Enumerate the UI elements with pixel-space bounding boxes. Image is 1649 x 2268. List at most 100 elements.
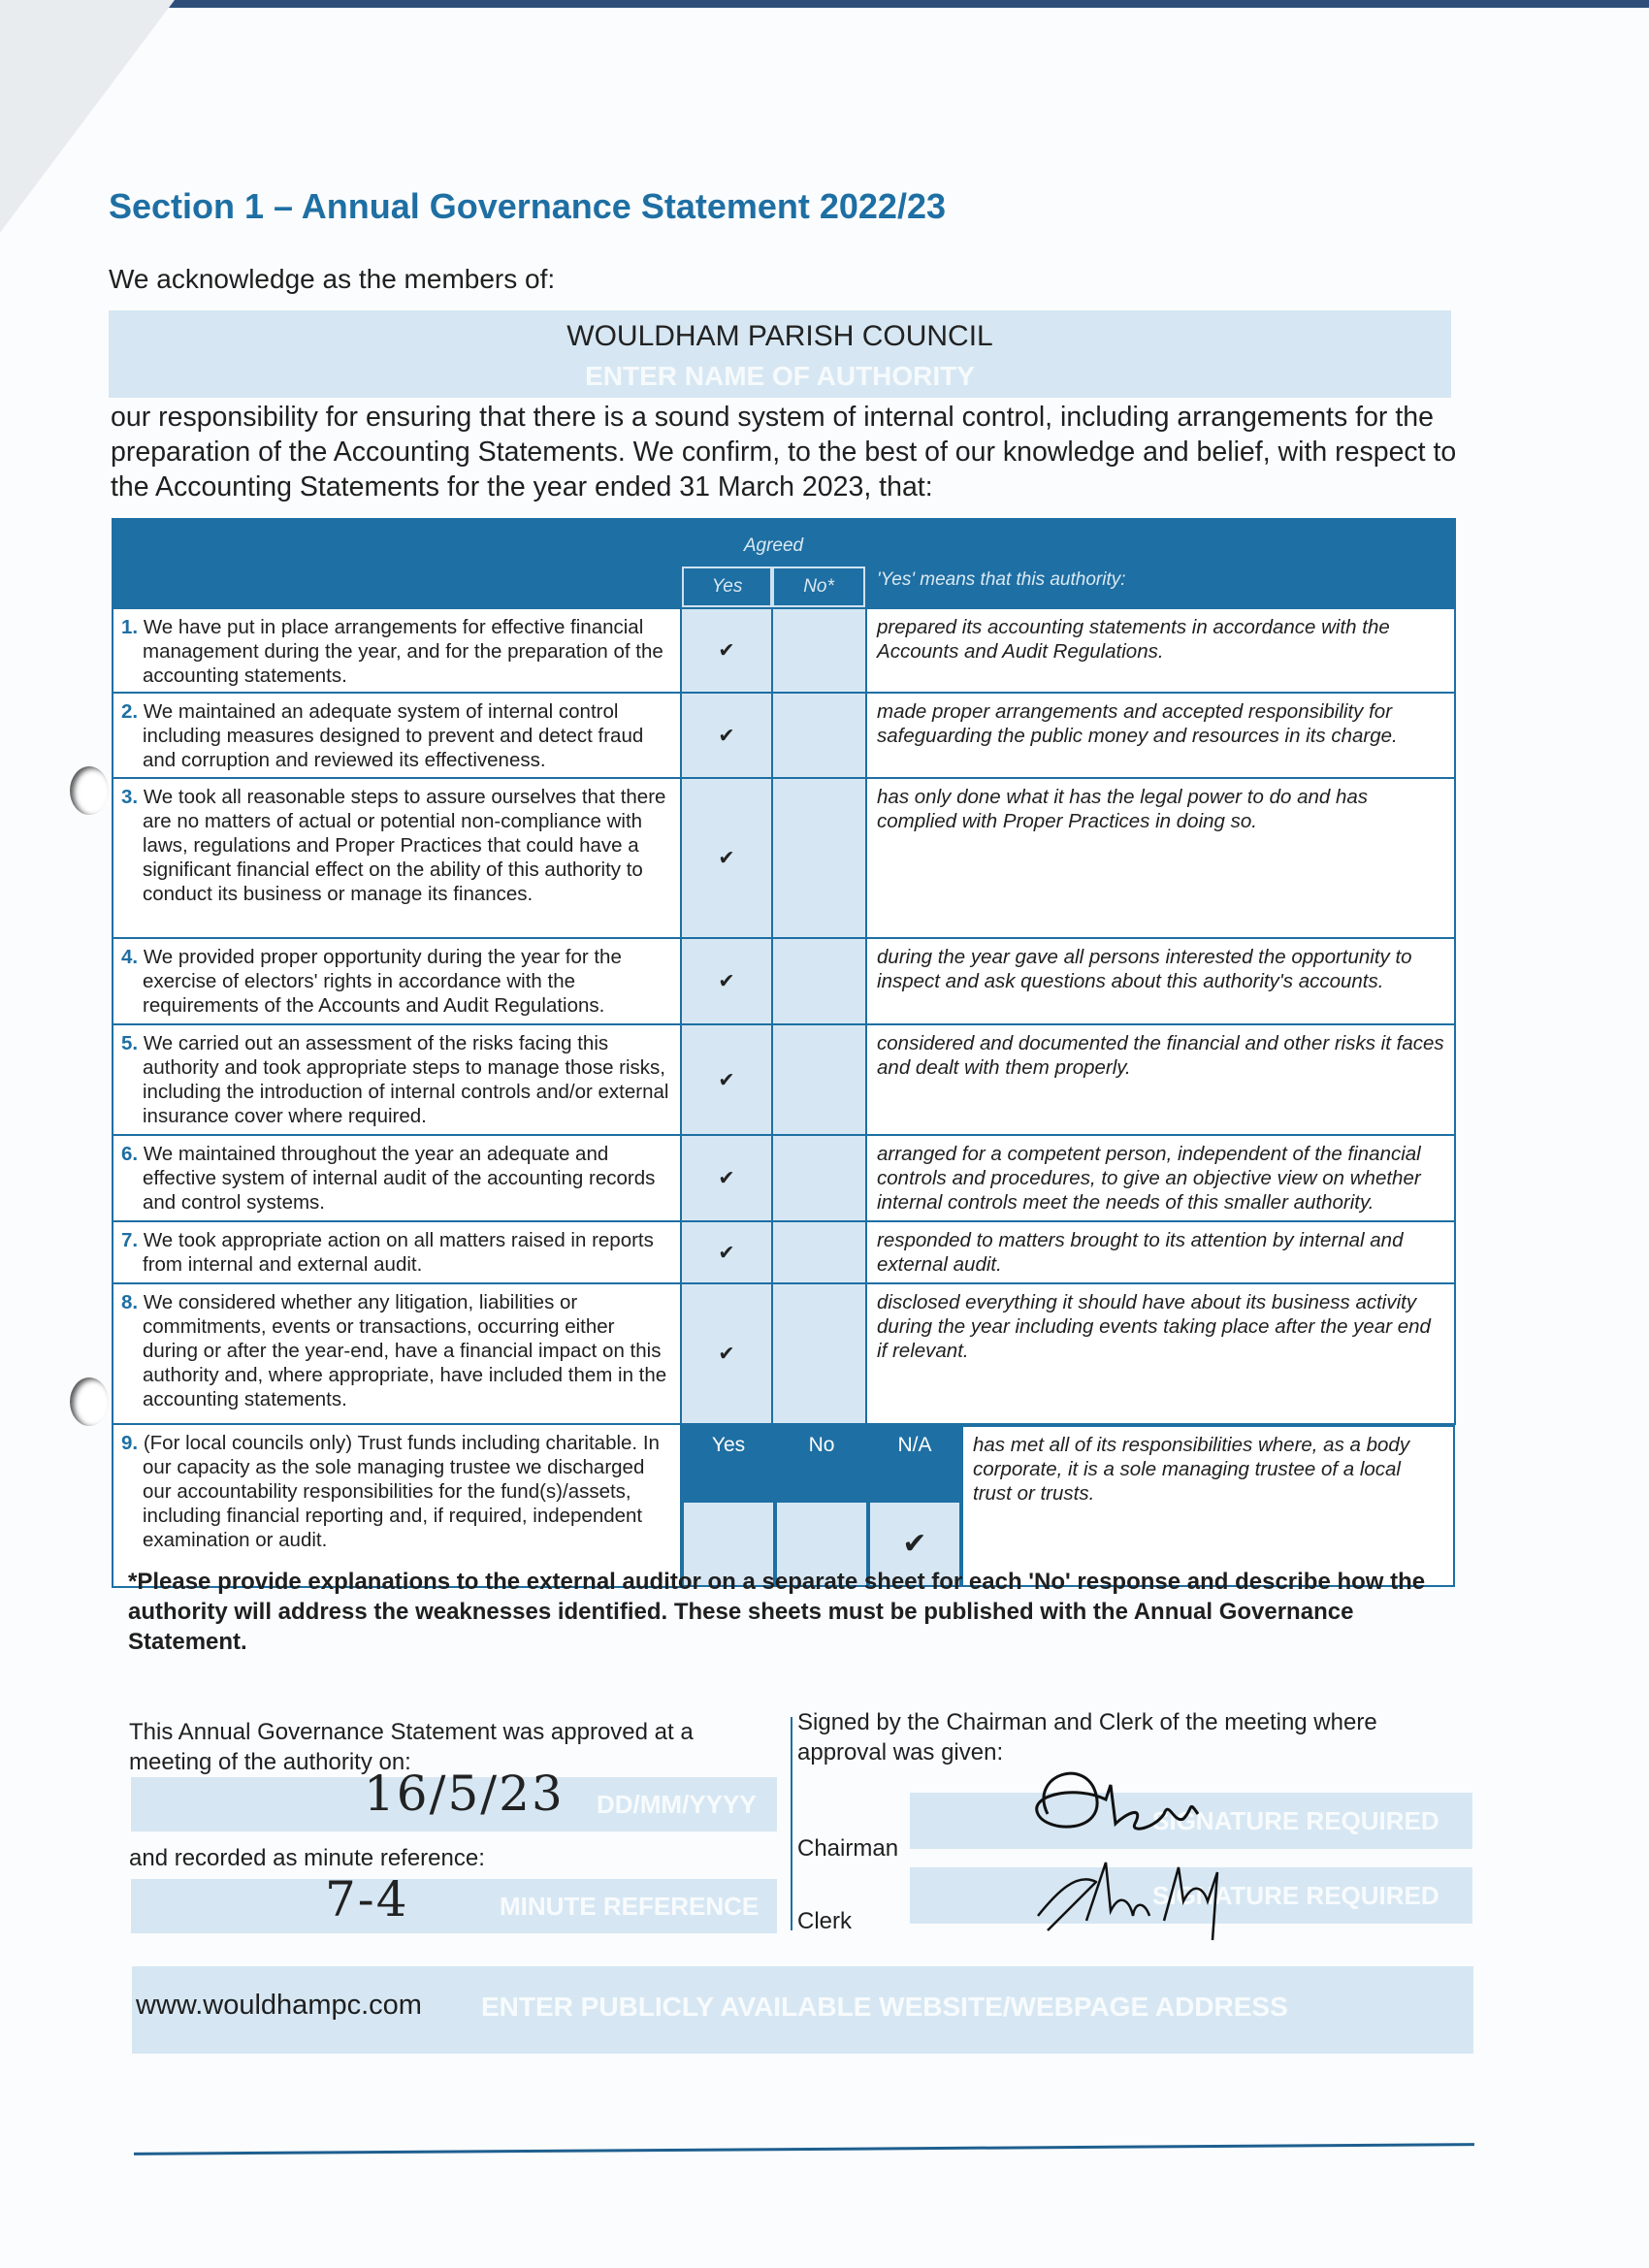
no-header: No* (772, 567, 866, 607)
row9-no-header: No (775, 1425, 868, 1501)
punch-hole (70, 1377, 109, 1426)
table-row: 5. We carried out an assessment of the r… (112, 1023, 1457, 1136)
intro-paragraph: our responsibility for ensuring that the… (111, 402, 1457, 502)
description: responded to matters brought to its atte… (865, 1220, 1457, 1284)
yes-box[interactable]: ✔ (680, 1282, 773, 1425)
statement-text: We have put in place arrangements for ef… (143, 616, 663, 687)
statement-number: 7. (121, 1229, 139, 1251)
checkmark-icon: ✔ (718, 1167, 735, 1189)
statement-text: (For local councils only) Trust funds in… (143, 1432, 660, 1551)
yes-box[interactable]: ✔ (680, 1134, 773, 1222)
no-box[interactable] (770, 692, 868, 779)
authority-placeholder: ENTER NAME OF AUTHORITY (585, 361, 975, 391)
yes-box[interactable]: ✔ (680, 1023, 773, 1136)
no-box[interactable] (770, 937, 868, 1025)
row9-yes-header: Yes (682, 1425, 775, 1501)
minute-reference-field[interactable]: 7-4 MINUTE REFERENCE (131, 1871, 777, 1933)
footnote: *Please provide explanations to the exte… (128, 1569, 1426, 1655)
row9-no-box[interactable] (775, 1501, 868, 1587)
statement-number: 8. (121, 1291, 139, 1313)
signature-placeholder: SIGNATURE REQUIRED (1152, 1881, 1439, 1910)
folded-corner (0, 0, 175, 233)
minute-label: and recorded as minute reference: (129, 1845, 485, 1871)
statement: 3. We took all reasonable steps to assur… (112, 777, 682, 939)
checkmark-icon: ✔ (718, 970, 735, 992)
approved-label: This Annual Governance Statement was app… (129, 1719, 694, 1775)
date-field[interactable]: 16/5/23 DD/MM/YYYY (131, 1766, 777, 1831)
acknowledge-text: We acknowledge as the members of: (109, 264, 556, 294)
description: during the year gave all persons interes… (865, 937, 1457, 1025)
clerk-signature-field[interactable]: SIGNATURE REQUIRED (910, 1867, 1472, 1924)
yes-box[interactable]: ✔ (680, 692, 773, 779)
website-field[interactable]: www.wouldhampc.com ENTER PUBLICLY AVAILA… (132, 1966, 1473, 2054)
description: made proper arrangements and accepted re… (865, 692, 1457, 779)
row9-yes-box[interactable] (682, 1501, 775, 1587)
statement-number: 3. (121, 786, 139, 808)
no-box[interactable] (770, 1282, 868, 1425)
checkmark-icon: ✔ (718, 724, 735, 747)
table-row: 4. We provided proper opportunity during… (112, 937, 1457, 1025)
no-box[interactable] (770, 1134, 868, 1222)
no-box[interactable] (770, 1220, 868, 1284)
minute-reference: 7-4 (325, 1871, 409, 1928)
no-box[interactable] (770, 1023, 868, 1136)
statement-text: We provided proper opportunity during th… (143, 946, 622, 1017)
statement-text: We took appropriate action on all matter… (143, 1229, 654, 1276)
governance-table: Agreed Yes No* 'Yes' means that this aut… (112, 518, 1457, 1588)
row9-na-header: N/A (868, 1425, 961, 1501)
yes-box[interactable]: ✔ (680, 607, 773, 694)
clerk-signature (1037, 1862, 1219, 1941)
header-blank (112, 518, 682, 609)
statement-number: 1. (121, 616, 139, 638)
yes-box[interactable]: ✔ (680, 937, 773, 1025)
footer-rule (134, 2143, 1474, 2155)
chairman-label: Chairman (797, 1835, 899, 1862)
authority-name: WOULDHAM PARISH COUNCIL (566, 320, 993, 352)
statement-number: 2. (121, 700, 139, 723)
statement-number: 4. (121, 946, 139, 968)
statement-9: 9. (For local councils only) Trust funds… (112, 1423, 682, 1588)
row9-description: has met all of its responsibilities wher… (961, 1425, 1456, 1587)
yes-box[interactable]: ✔ (680, 777, 773, 939)
signature-placeholder: SIGNATURE REQUIRED (1152, 1806, 1439, 1835)
statement-text: We carried out an assessment of the risk… (143, 1032, 669, 1127)
checkmark-icon: ✔ (718, 1343, 735, 1365)
approval-date: 16/5/23 (364, 1766, 565, 1822)
punch-hole (70, 766, 109, 815)
description: prepared its accounting statements in ac… (865, 607, 1457, 694)
yes-header: Yes (682, 567, 773, 607)
row9-na-box[interactable]: ✔ (868, 1501, 961, 1587)
statement: 7. We took appropriate action on all mat… (112, 1220, 682, 1284)
agreed-label: Agreed (743, 535, 804, 556)
checkmark-icon: ✔ (718, 639, 735, 662)
table-row: 1. We have put in place arrangements for… (112, 607, 1457, 694)
table-row: 3. We took all reasonable steps to assur… (112, 777, 1457, 939)
chairman-signature (1035, 1771, 1200, 1831)
statement: 2. We maintained an adequate system of i… (112, 692, 682, 779)
checkmark-icon: ✔ (902, 1528, 927, 1560)
statement-text: We maintained an adequate system of inte… (143, 700, 644, 771)
table-row: 7. We took appropriate action on all mat… (112, 1220, 1457, 1284)
table-header: Agreed Yes No* 'Yes' means that this aut… (112, 518, 1457, 609)
description: considered and documented the financial … (865, 1023, 1457, 1136)
checkmark-icon: ✔ (718, 847, 735, 869)
no-box[interactable] (770, 607, 868, 694)
authority-name-field[interactable]: ENTER NAME OF AUTHORITY WOULDHAM PARISH … (109, 310, 1451, 398)
no-box[interactable] (770, 777, 868, 939)
chairman-signature-field[interactable]: SIGNATURE REQUIRED (910, 1793, 1472, 1849)
website-placeholder: ENTER PUBLICLY AVAILABLE WEBSITE/WEBPAGE… (481, 1992, 1288, 2022)
statement-text: We maintained throughout the year an ade… (143, 1143, 656, 1214)
table-row: 6. We maintained throughout the year an … (112, 1134, 1457, 1222)
signature-drawings (1035, 1771, 1219, 1941)
description: arranged for a competent person, indepen… (865, 1134, 1457, 1222)
description: disclosed everything it should have abou… (865, 1282, 1457, 1425)
table-row-9: 9. (For local councils only) Trust funds… (112, 1423, 1456, 1588)
signed-label: Signed by the Chairman and Clerk of the … (797, 1709, 1377, 1766)
checkmark-icon: ✔ (718, 1068, 735, 1091)
row9-answers: Yes No N/A ✔ has met all of its responsi… (681, 1424, 1456, 1587)
yes-box[interactable]: ✔ (680, 1220, 773, 1284)
clerk-label: Clerk (797, 1908, 853, 1934)
statement: 8. We considered whether any litigation,… (112, 1282, 682, 1425)
minute-placeholder: MINUTE REFERENCE (500, 1892, 760, 1921)
